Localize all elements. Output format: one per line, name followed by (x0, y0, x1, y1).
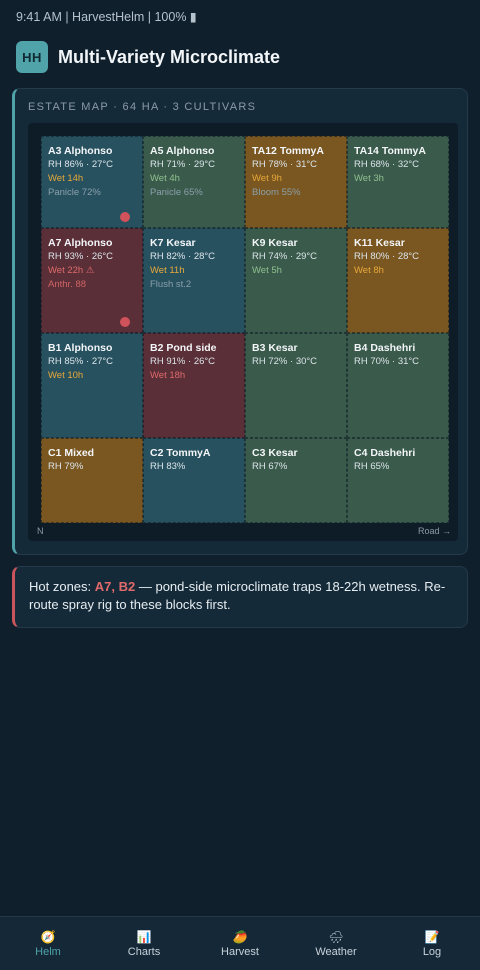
block-name: C4 Dashehri (354, 447, 416, 459)
alert-hot-zones: A7, B2 (94, 579, 136, 594)
block-name: TA12 TommyA (252, 145, 324, 157)
block-humidity-temp: RH 71% · 29°C (150, 159, 216, 170)
tab-label: Log (422, 945, 442, 958)
block-humidity-temp: RH 67% (252, 461, 288, 472)
block-humidity-temp: RH 93% · 26°C (48, 251, 114, 262)
block-name: B1 Alphonso (48, 342, 113, 354)
block-cell[interactable]: K11 Kesar RH 80% · 28°C Wet 8h (347, 228, 449, 333)
block-humidity-temp: RH 80% · 28°C (354, 251, 420, 262)
block-cell[interactable]: A3 Alphonso RH 86% · 27°C Wet 14h Panicle 7… (41, 136, 143, 228)
block-name: C1 Mixed (48, 447, 95, 459)
tab-label: Weather (315, 945, 357, 958)
block-note: Bloom 55% (252, 187, 301, 198)
block-name: A7 Alphonso (48, 237, 113, 249)
block-name: TA14 TommyA (354, 145, 426, 157)
block-cell[interactable]: B4 Dashehri RH 70% · 31°C (347, 333, 449, 438)
block-wetness: Wet 5h (252, 265, 282, 276)
app-logo: HH (16, 41, 48, 73)
block-cell[interactable]: K9 Kesar RH 74% · 29°C Wet 5h (245, 228, 347, 333)
block-note: Anthr. 88 (48, 279, 87, 290)
tab-label: Charts (127, 945, 161, 958)
block-cell[interactable]: TA12 TommyA RH 78% · 31°C Wet 9h Bloom 55% (245, 136, 347, 228)
block-name: K11 Kesar (354, 237, 405, 249)
block-name: A3 Alphonso (48, 145, 113, 157)
tab-harvest[interactable]: 🥭 Harvest (192, 917, 288, 970)
block-wetness: Wet 4h (150, 173, 180, 184)
block-cell[interactable]: B2 Pond side RH 91% · 26°C Wet 18h (143, 333, 245, 438)
alert-text: — pond-side microclimate traps 18-22h we… (29, 579, 446, 612)
block-cell[interactable]: C3 Kesar RH 67% (245, 438, 347, 523)
block-note: Flush st.2 (150, 279, 192, 290)
status-bar: 9:41 AM | HarvestHelm | 100% ▮ (16, 10, 197, 24)
weather-icon: 🌧 (328, 929, 344, 944)
hot-zones-alert: Hot zones: A7, B2 — pond-side microclima… (12, 566, 468, 628)
charts-icon: 📊 (136, 929, 152, 944)
block-note: Panicle 65% (150, 187, 203, 198)
estate-map: A3 Alphonso RH 86% · 27°C Wet 14h Panicle 7… (28, 123, 458, 541)
block-wetness: Wet 9h (252, 173, 282, 184)
tab-label: Helm (35, 945, 61, 958)
block-humidity-temp: RH 70% · 31°C (354, 356, 420, 367)
block-cell[interactable]: B1 Alphonso RH 85% · 27°C Wet 10h (41, 333, 143, 438)
block-humidity-temp: RH 91% · 26°C (150, 356, 216, 367)
block-cell[interactable]: A5 Alphonso RH 71% · 29°C Wet 4h Panicle 65… (143, 136, 245, 228)
alert-dot-icon (120, 212, 130, 222)
block-wetness: Wet 3h (354, 173, 384, 184)
block-name: K7 Kesar (150, 237, 196, 249)
block-row: A7 Alphonso RH 93% · 26°C Wet 22h ⚠ Anthr. … (41, 228, 449, 333)
helm-icon: 🧭 (40, 929, 56, 944)
block-note: Panicle 72% (48, 187, 101, 198)
road-label: Road → (417, 526, 451, 536)
page-title: Multi-Variety Microclimate (58, 46, 281, 67)
app-header: HH Multi-Variety Microclimate (16, 41, 280, 73)
bottom-tab-bar: 🧭 Helm 📊 Charts 🥭 Harvest 🌧 Weather 📝 Log (0, 916, 480, 970)
block-humidity-temp: RH 74% · 29°C (252, 251, 318, 262)
block-cell[interactable]: C4 Dashehri RH 65% (347, 438, 449, 523)
block-name: B3 Kesar (252, 342, 298, 354)
harvest-icon: 🥭 (232, 929, 248, 944)
block-name: K9 Kesar (252, 237, 298, 249)
block-humidity-temp: RH 65% (354, 461, 390, 472)
alert-prefix: Hot zones: (29, 579, 95, 594)
block-cell[interactable]: C2 TommyA RH 83% (143, 438, 245, 523)
block-humidity-temp: RH 78% · 31°C (252, 159, 318, 170)
block-row: C1 Mixed RH 79% C2 TommyA RH 83% C3 Kesar RH … (41, 438, 449, 523)
tab-charts[interactable]: 📊 Charts (96, 917, 192, 970)
block-humidity-temp: RH 85% · 27°C (48, 356, 114, 367)
block-grid: A3 Alphonso RH 86% · 27°C Wet 14h Panicle 7… (41, 136, 449, 523)
block-wetness: Wet 18h (150, 370, 186, 381)
tab-label: Harvest (221, 945, 259, 958)
block-name: B4 Dashehri (354, 342, 416, 354)
compass-north-label: N (37, 526, 44, 536)
block-cell[interactable]: C1 Mixed RH 79% (41, 438, 143, 523)
block-name: C3 Kesar (252, 447, 298, 459)
block-humidity-temp: RH 86% · 27°C (48, 159, 114, 170)
tab-weather[interactable]: 🌧 Weather (288, 917, 384, 970)
block-humidity-temp: RH 72% · 30°C (252, 356, 318, 367)
estate-map-card: ESTATE MAP · 64 HA · 3 CULTIVARS A3 Alph… (12, 88, 468, 555)
estate-map-label: ESTATE MAP · 64 HA · 3 CULTIVARS (28, 101, 257, 113)
block-wetness: Wet 10h (48, 370, 84, 381)
block-cell[interactable]: K7 Kesar RH 82% · 28°C Wet 11h Flush st.2 (143, 228, 245, 333)
log-icon: 📝 (424, 929, 440, 944)
block-humidity-temp: RH 82% · 28°C (150, 251, 216, 262)
tab-helm[interactable]: 🧭 Helm (0, 917, 96, 970)
block-name: B2 Pond side (150, 342, 217, 354)
block-cell[interactable]: TA14 TommyA RH 68% · 32°C Wet 3h (347, 136, 449, 228)
block-cell[interactable]: B3 Kesar RH 72% · 30°C (245, 333, 347, 438)
block-humidity-temp: RH 79% (48, 461, 84, 472)
block-row: A3 Alphonso RH 86% · 27°C Wet 14h Panicle 7… (41, 136, 449, 228)
block-humidity-temp: RH 83% (150, 461, 186, 472)
block-name: C2 TommyA (150, 447, 211, 459)
block-humidity-temp: RH 68% · 32°C (354, 159, 420, 170)
alert-dot-icon (120, 317, 130, 327)
block-cell[interactable]: A7 Alphonso RH 93% · 26°C Wet 22h ⚠ Anthr. … (41, 228, 143, 333)
block-wetness: Wet 14h (48, 173, 84, 184)
block-row: B1 Alphonso RH 85% · 27°C Wet 10h B2 Pond s… (41, 333, 449, 438)
block-wetness: Wet 8h (354, 265, 384, 276)
block-wetness: Wet 11h (150, 265, 185, 276)
block-wetness: Wet 22h ⚠ (48, 265, 95, 276)
tab-log[interactable]: 📝 Log (384, 917, 480, 970)
block-name: A5 Alphonso (150, 145, 215, 157)
